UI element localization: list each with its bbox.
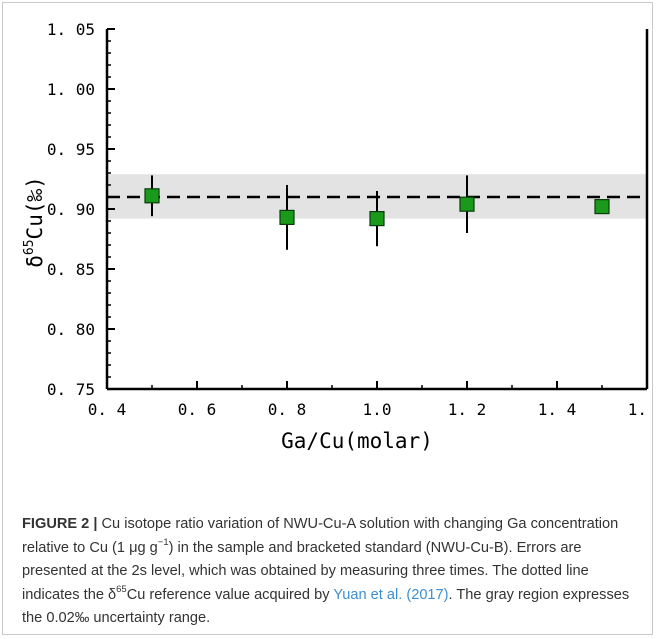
y-tick-label-6: 1. 00 xyxy=(47,80,95,99)
x-axis-label: Ga/Cu(molar) xyxy=(281,429,433,453)
caption-reference-link[interactable]: Yuan et al. (2017) xyxy=(333,586,449,603)
x-tick-label-6: 1. 4 xyxy=(538,400,577,419)
y-tick-label-2: 0. 80 xyxy=(47,320,95,339)
y-tick-label-4: 0. 90 xyxy=(47,200,95,219)
caption-text-3: Cu reference value acquired by xyxy=(126,586,334,603)
caption-text-4: . The gray region expresses the 0.02‰ un… xyxy=(22,586,630,627)
y-axis-label-superscript: 65 xyxy=(22,239,37,255)
x-tick-label-7: 1. 6 xyxy=(628,400,657,419)
caption-text-1: Cu isotope ratio variation of NWU-Cu-A s… xyxy=(22,516,619,556)
caption-text-2: ) in the sample and bracketed standard (… xyxy=(22,539,589,603)
y-axis-label-delta: δ xyxy=(23,255,47,268)
caption-superscript-2: 65 xyxy=(116,583,127,595)
data-point-4 xyxy=(459,196,475,212)
data-point-3 xyxy=(369,211,385,227)
data-point-2 xyxy=(279,209,295,225)
data-point-5 xyxy=(594,199,610,215)
x-tick-label-3: 0. 8 xyxy=(268,400,307,419)
y-tick-label-7: 1. 05 xyxy=(47,20,95,39)
y-tick-label-5: 0. 95 xyxy=(47,140,95,159)
x-tick-label-1: 0. 4 xyxy=(88,400,127,419)
x-tick-label-4: 1.0 xyxy=(363,400,392,419)
caption-figure-label: FIGURE 2 | xyxy=(22,516,98,532)
y-tick-label-1: 0. 75 xyxy=(47,380,95,399)
y-tick-label-3: 0. 85 xyxy=(47,260,95,279)
figure-caption: FIGURE 2 | Cu isotope ratio variation of… xyxy=(22,513,640,631)
caption-superscript-1: −1 xyxy=(157,536,169,548)
scatter-chart: 0. 75 0. 80 0. 85 0. 90 0. 95 1. 00 1. 05 0. 4 0… xyxy=(22,20,657,453)
x-tick-label-5: 1. 2 xyxy=(448,400,487,419)
y-axis-label-unit: Cu(‰) xyxy=(23,176,47,239)
data-point-1 xyxy=(144,188,160,204)
y-axis-label: δ65Cu(‰) xyxy=(22,176,47,268)
x-tick-label-2: 0. 6 xyxy=(178,400,217,419)
